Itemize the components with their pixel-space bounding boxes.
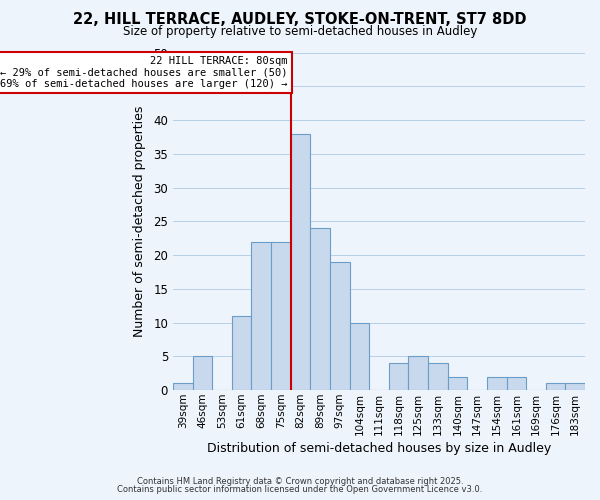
Bar bbox=[330, 262, 350, 390]
Bar bbox=[506, 376, 526, 390]
Text: 22, HILL TERRACE, AUDLEY, STOKE-ON-TRENT, ST7 8DD: 22, HILL TERRACE, AUDLEY, STOKE-ON-TRENT… bbox=[73, 12, 527, 28]
Y-axis label: Number of semi-detached properties: Number of semi-detached properties bbox=[133, 106, 146, 337]
Bar bbox=[251, 242, 271, 390]
Bar bbox=[487, 376, 506, 390]
Text: 22 HILL TERRACE: 80sqm
← 29% of semi-detached houses are smaller (50)
69% of sem: 22 HILL TERRACE: 80sqm ← 29% of semi-det… bbox=[0, 56, 288, 89]
Bar bbox=[173, 384, 193, 390]
Text: Contains HM Land Registry data © Crown copyright and database right 2025.: Contains HM Land Registry data © Crown c… bbox=[137, 477, 463, 486]
Bar bbox=[448, 376, 467, 390]
Bar bbox=[389, 363, 409, 390]
Text: Size of property relative to semi-detached houses in Audley: Size of property relative to semi-detach… bbox=[123, 25, 477, 38]
X-axis label: Distribution of semi-detached houses by size in Audley: Distribution of semi-detached houses by … bbox=[207, 442, 551, 455]
Text: Contains public sector information licensed under the Open Government Licence v3: Contains public sector information licen… bbox=[118, 485, 482, 494]
Bar bbox=[546, 384, 565, 390]
Bar bbox=[271, 242, 290, 390]
Bar bbox=[310, 228, 330, 390]
Bar bbox=[428, 363, 448, 390]
Bar bbox=[409, 356, 428, 390]
Bar bbox=[290, 134, 310, 390]
Bar bbox=[350, 322, 369, 390]
Bar bbox=[232, 316, 251, 390]
Bar bbox=[193, 356, 212, 390]
Bar bbox=[565, 384, 585, 390]
